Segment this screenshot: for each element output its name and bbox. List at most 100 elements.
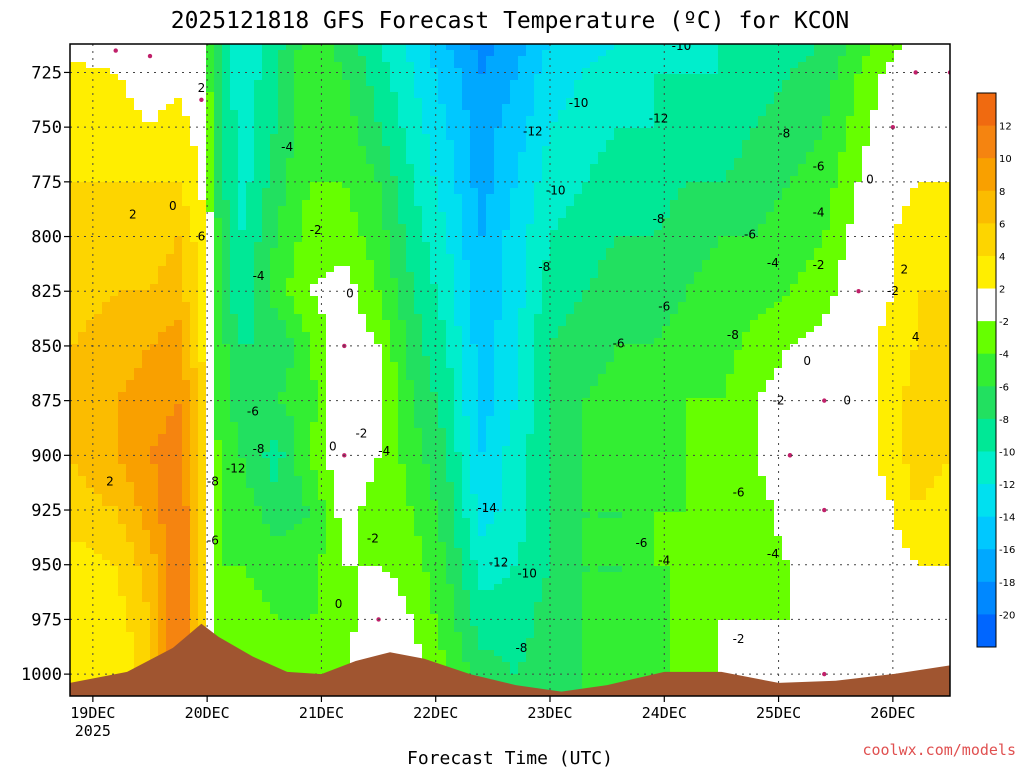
temperature-cell	[414, 200, 423, 207]
temperature-cell	[198, 458, 207, 465]
temperature-cell	[262, 506, 271, 513]
temperature-cell	[422, 518, 431, 525]
temperature-cell	[134, 164, 143, 171]
temperature-cell	[334, 164, 343, 171]
temperature-cell	[294, 434, 303, 441]
temperature-cell	[150, 368, 159, 375]
temperature-cell	[78, 554, 87, 561]
temperature-cell	[150, 524, 159, 531]
temperature-cell	[126, 458, 135, 465]
temperature-cell	[86, 212, 95, 219]
temperature-cell	[254, 392, 263, 399]
temperature-cell	[414, 386, 423, 393]
temperature-cell	[262, 392, 271, 399]
temperature-cell	[302, 50, 311, 57]
temperature-cell	[246, 248, 255, 255]
temperature-cell	[350, 650, 359, 657]
temperature-cell	[86, 560, 95, 567]
temperature-cell	[142, 236, 151, 243]
temperature-cell	[166, 50, 175, 57]
temperature-cell	[158, 404, 167, 411]
temperature-cell	[302, 236, 311, 243]
temperature-cell	[94, 542, 103, 549]
temperature-cell	[134, 326, 143, 333]
temperature-cell	[70, 530, 79, 537]
temperature-cell	[270, 44, 279, 51]
temperature-cell	[286, 530, 295, 537]
temperature-cell	[414, 272, 423, 279]
temperature-cell	[318, 344, 327, 351]
temperature-cell	[366, 218, 375, 225]
temperature-cell	[166, 332, 175, 339]
temperature-cell	[390, 50, 399, 57]
temperature-cell	[430, 524, 439, 531]
temperature-cell	[374, 254, 383, 261]
temperature-cell	[166, 140, 175, 147]
temperature-cell	[102, 560, 111, 567]
temperature-cell	[350, 584, 359, 591]
temperature-cell	[422, 56, 431, 63]
temperature-cell	[174, 194, 183, 201]
temperature-cell	[150, 446, 159, 453]
temperature-cell	[382, 170, 391, 177]
temperature-cell	[430, 110, 439, 117]
temperature-cell	[78, 536, 87, 543]
temperature-cell	[334, 638, 343, 645]
temperature-cell	[174, 212, 183, 219]
temperature-cell	[158, 206, 167, 213]
temperature-cell	[342, 272, 351, 279]
temperature-cell	[158, 626, 167, 633]
temperature-cell	[142, 626, 151, 633]
temperature-cell	[286, 470, 295, 477]
temperature-cell	[70, 356, 79, 363]
temperature-cell	[334, 440, 343, 447]
temperature-cell	[414, 302, 423, 309]
temperature-cell	[286, 392, 295, 399]
temperature-cell	[150, 488, 159, 495]
temperature-cell	[302, 308, 311, 315]
temperature-cell	[334, 68, 343, 75]
temperature-cell	[214, 542, 223, 549]
temperature-cell	[174, 98, 183, 105]
temperature-cell	[262, 296, 271, 303]
temperature-cell	[206, 566, 215, 573]
temperature-cell	[198, 332, 207, 339]
temperature-cell	[174, 632, 183, 639]
temperature-cell	[78, 242, 87, 249]
temperature-cell	[414, 224, 423, 231]
temperature-cell	[238, 482, 247, 489]
temperature-cell	[326, 278, 335, 285]
temperature-cell	[326, 338, 335, 345]
temperature-cell	[414, 206, 423, 213]
temperature-cell	[158, 422, 167, 429]
temperature-cell	[134, 170, 143, 177]
temperature-cell	[270, 92, 279, 99]
temperature-cell	[422, 452, 431, 459]
temperature-cell	[70, 398, 79, 405]
temperature-cell	[134, 452, 143, 459]
temperature-cell	[278, 656, 287, 663]
temperature-cell	[142, 272, 151, 279]
temperature-cell	[206, 326, 215, 333]
temperature-cell	[86, 506, 95, 513]
temperature-cell	[102, 170, 111, 177]
temperature-cell	[334, 248, 343, 255]
temperature-cell	[334, 56, 343, 63]
temperature-cell	[206, 320, 215, 327]
temperature-cell	[318, 122, 327, 129]
temperature-cell	[278, 554, 287, 561]
temperature-cell	[110, 428, 119, 435]
temperature-cell	[382, 488, 391, 495]
temperature-cell	[142, 494, 151, 501]
temperature-cell	[342, 386, 351, 393]
temperature-cell	[350, 482, 359, 489]
temperature-cell	[374, 464, 383, 471]
temperature-cell	[262, 230, 271, 237]
temperature-cell	[190, 428, 199, 435]
temperature-cell	[350, 476, 359, 483]
temperature-cell	[374, 146, 383, 153]
temperature-cell	[158, 146, 167, 153]
temperature-cell	[430, 50, 439, 57]
temperature-cell	[198, 368, 207, 375]
temperature-cell	[94, 206, 103, 213]
